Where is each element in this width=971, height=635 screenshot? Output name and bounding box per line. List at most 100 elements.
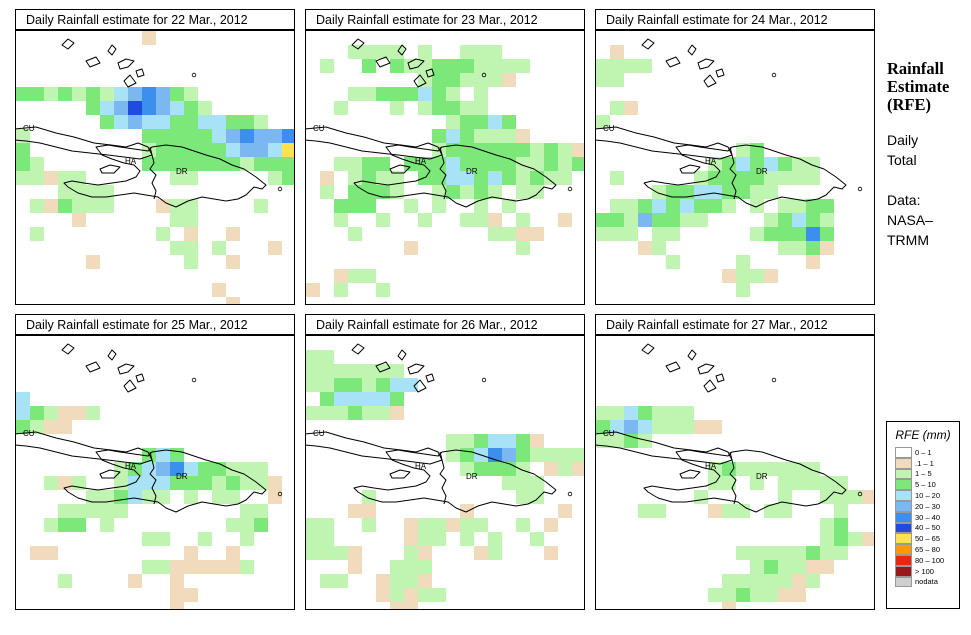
rainfall-cell xyxy=(460,143,474,157)
rainfall-cell xyxy=(44,406,58,420)
rainfall-cell xyxy=(86,504,100,518)
legend-swatch xyxy=(895,500,912,512)
rainfall-cell xyxy=(806,157,820,171)
rainfall-cell xyxy=(530,490,544,504)
coastline xyxy=(425,68,435,78)
coastlines xyxy=(306,343,573,513)
rainfall-cell xyxy=(750,546,764,560)
map-svg: CU HA DR xyxy=(16,31,294,304)
rainfall-cell xyxy=(638,504,652,518)
rainfall-cell xyxy=(432,73,446,87)
rainfall-cell xyxy=(170,171,184,185)
rainfall-cell xyxy=(432,532,446,546)
rainfall-cell xyxy=(268,129,282,143)
source-line: NASA– xyxy=(887,212,933,228)
rainfall-cell xyxy=(390,87,404,101)
rainfall-cell xyxy=(488,59,502,73)
coastline xyxy=(665,56,681,68)
rainfall-cell xyxy=(652,199,666,213)
rainfall-cell xyxy=(778,462,792,476)
rainfall-cell xyxy=(142,157,156,171)
rainfall-cell xyxy=(474,115,488,129)
rainfall-cells xyxy=(306,45,584,297)
rainfall-cell xyxy=(834,504,848,518)
rainfall-cell xyxy=(474,45,488,59)
rainfall-cell xyxy=(198,462,212,476)
rainfall-cell xyxy=(156,143,170,157)
rainfall-cell xyxy=(226,546,240,560)
rainfall-cell xyxy=(156,490,170,504)
coastline xyxy=(61,38,75,50)
rainfall-cell xyxy=(516,476,530,490)
rainfall-cell xyxy=(820,227,834,241)
rainfall-cell xyxy=(652,213,666,227)
coastline xyxy=(425,373,435,383)
rainfall-cell xyxy=(516,462,530,476)
rainfall-cell xyxy=(240,462,254,476)
rainfall-cell xyxy=(348,269,362,283)
rainfall-cell xyxy=(418,45,432,59)
legend-item: 65 – 80 xyxy=(887,544,959,555)
period-label: Daily Total xyxy=(887,130,918,170)
rainfall-cell xyxy=(404,241,418,255)
rainfall-cell xyxy=(390,392,404,406)
rainfall-cell xyxy=(792,574,806,588)
rainfall-cell xyxy=(418,101,432,115)
islet xyxy=(277,186,283,192)
rainfall-cell xyxy=(806,241,820,255)
rainfall-cell xyxy=(750,588,764,602)
rainfall-cell xyxy=(240,518,254,532)
rainfall-cell xyxy=(268,143,282,157)
rainfall-cell xyxy=(820,518,834,532)
rainfall-cell xyxy=(58,406,72,420)
rainfall-cell xyxy=(240,532,254,546)
rainfall-cell xyxy=(320,185,334,199)
coastline xyxy=(679,164,701,174)
rainfall-cell xyxy=(516,157,530,171)
coastline xyxy=(123,379,137,393)
rainfall-cell xyxy=(170,448,184,462)
panel-25-mar: Daily Rainfall estimate for 25 Mar., 201… xyxy=(15,314,295,610)
rainfall-cell xyxy=(334,574,348,588)
rainfall-cell xyxy=(544,462,558,476)
rainfall-cell xyxy=(16,420,30,434)
rainfall-cell xyxy=(610,199,624,213)
rainfall-cell xyxy=(736,546,750,560)
rainfall-cell xyxy=(502,476,516,490)
title-line: (RFE) xyxy=(887,95,931,114)
rainfall-cell xyxy=(806,199,820,213)
rainfall-cell xyxy=(558,504,572,518)
rainfall-cell xyxy=(58,185,72,199)
legend-label: 20 – 30 xyxy=(915,501,941,511)
rainfall-cell xyxy=(404,602,418,609)
rainfall-cell xyxy=(806,213,820,227)
rainfall-cell xyxy=(488,45,502,59)
coastline xyxy=(375,56,391,68)
rainfall-cell xyxy=(58,420,72,434)
rainfall-cell xyxy=(806,171,820,185)
rainfall-cell xyxy=(488,213,502,227)
rainfall-cell xyxy=(666,213,680,227)
rainfall-cell xyxy=(282,143,294,157)
coastline xyxy=(61,343,75,355)
rainfall-cell xyxy=(806,560,820,574)
map-svg: CU HA DR xyxy=(596,343,874,609)
islet xyxy=(481,72,487,78)
coastline xyxy=(353,144,557,208)
rainfall-cell xyxy=(530,157,544,171)
rainfall-cell xyxy=(390,171,404,185)
rainfall-map: CU HA DR xyxy=(15,30,295,305)
rainfall-cell xyxy=(16,129,30,143)
legend-item: 20 – 30 xyxy=(887,500,959,512)
panel-title: Daily Rainfall estimate for 27 Mar., 201… xyxy=(595,314,875,335)
rainfall-cell xyxy=(488,73,502,87)
rainfall-cell xyxy=(348,392,362,406)
coastline xyxy=(687,44,697,56)
rainfall-cell xyxy=(764,185,778,199)
daily-text: Daily xyxy=(887,132,919,148)
rainfall-cell xyxy=(558,448,572,462)
rainfall-cell xyxy=(114,87,128,101)
rainfall-cell xyxy=(72,87,86,101)
rainfall-cell xyxy=(666,185,680,199)
legend-swatch xyxy=(895,447,912,458)
